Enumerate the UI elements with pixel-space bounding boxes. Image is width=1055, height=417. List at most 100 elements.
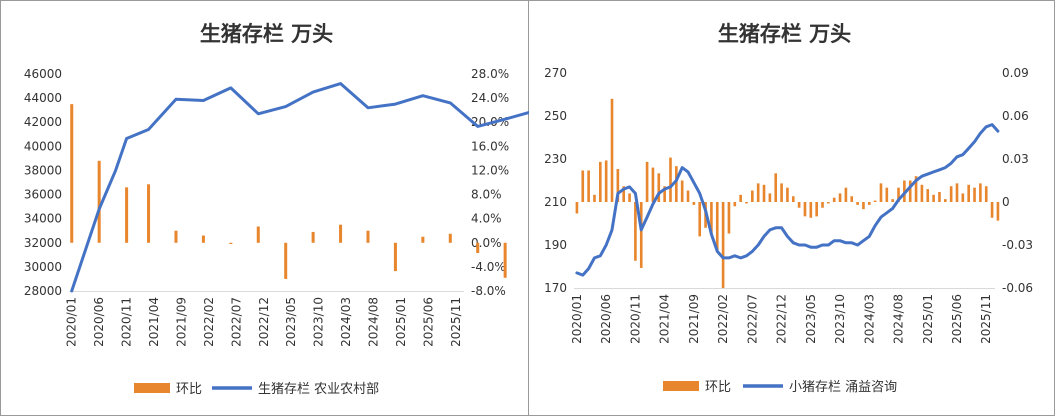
bar-mark (256, 226, 260, 243)
bar-mark (908, 180, 912, 202)
chart-right: 生猪存栏 万头 170 190 210 230 250 270 -0.06 -0.03 0 0.03… (544, 21, 1033, 395)
right-axis-tick-label: 0 (1002, 195, 1010, 209)
bar-mark (581, 170, 585, 202)
bar-mark (593, 194, 596, 202)
left-axis-tick-label: 42000 (24, 115, 62, 129)
bar-mark (366, 230, 370, 243)
x-axis-tick-label: 2021/09 (687, 294, 701, 344)
right-axis-tick-label: 8.0% (471, 188, 502, 202)
bar-mark (879, 183, 883, 202)
bar-mark (229, 242, 233, 244)
x-axis-tick-label: 2022/12 (257, 297, 271, 347)
chart-left: 生猪存栏 万头 28000 30000 32000 34000 36000 38000 400… (24, 21, 530, 397)
bar-mark (990, 202, 994, 218)
bar-mark (645, 161, 649, 202)
x-axis-tick-label: 2022/12 (775, 294, 789, 344)
bar-mark (967, 184, 971, 202)
bar-mark (201, 235, 205, 243)
bar-mark (862, 202, 865, 210)
bar-mark (955, 183, 959, 202)
right-axis-tick-label: -8.0% (471, 284, 506, 298)
right-axis-tick-label: 28.0% (471, 67, 509, 81)
x-axis-tick-label: 2023/10 (312, 297, 326, 347)
bar-mark (751, 190, 754, 202)
right-axis-tick-label: 0.03 (1002, 152, 1029, 166)
left-axis-tick-label: 270 (544, 66, 567, 80)
bar-mark (745, 202, 748, 204)
bar-mark (739, 194, 742, 202)
right-axis-tick-label: 16.0% (471, 139, 509, 153)
bar-mark (838, 193, 842, 202)
x-axis-tick-label: 2024/03 (339, 297, 353, 347)
x-axis-tick-label: 2022/02 (716, 294, 730, 344)
bar-mark (815, 202, 818, 217)
bar-mark (622, 186, 626, 202)
bar-mark (797, 202, 801, 208)
right-axis-tick-label: -0.03 (1002, 238, 1033, 252)
bar-mark (756, 183, 760, 202)
x-axis-tick-label: 2022/07 (229, 297, 243, 347)
bar-mark (891, 199, 894, 202)
bar-mark (575, 202, 579, 214)
bar-mark (710, 202, 713, 235)
chart-title: 生猪存栏 万头 (200, 21, 333, 46)
bar-mark (926, 189, 930, 202)
x-axis-tick-label: 2024/03 (862, 294, 876, 344)
left-axis-tick-label: 38000 (24, 163, 62, 177)
bar-mark (786, 187, 789, 202)
x-axis-tick-label: 2024/08 (366, 297, 380, 347)
right-axis-tick-label: 0.0% (471, 236, 502, 250)
left-axis-tick-label: 34000 (24, 212, 62, 226)
left-axis-tick-label: 250 (544, 109, 567, 123)
bar-mark (832, 197, 836, 202)
chart-panel-right: 生猪存栏 万头 170 190 210 230 250 270 -0.06 -0.03 0 0.03… (529, 0, 1055, 416)
line-series (575, 123, 1000, 277)
bar-mark (311, 231, 315, 243)
bar-mark (949, 186, 953, 202)
bar-mark (984, 186, 988, 202)
left-axis-tick-label: 170 (544, 281, 567, 295)
legend-label-line: 小猪存栏 涌益咨询 (789, 380, 897, 395)
bar-mark (996, 202, 1000, 221)
line-series (70, 82, 530, 293)
bar-mark (715, 202, 719, 253)
bar-mark (147, 184, 151, 243)
bar-mark (284, 242, 288, 279)
bar-mark (920, 184, 924, 202)
x-axis-tick-label: 2025/11 (979, 294, 993, 344)
bar-mark (686, 190, 690, 202)
bar-mark (803, 202, 807, 217)
bar-mark (669, 157, 672, 202)
x-axis-tick-label: 2025/01 (394, 297, 408, 347)
bar-mark (393, 242, 397, 272)
x-axis-tick-label: 2023/05 (284, 297, 298, 347)
bar-mark (827, 202, 830, 204)
x-axis-tick-label: 2020/06 (599, 294, 613, 344)
bar-mark (628, 193, 631, 202)
bar-mark (768, 193, 772, 202)
bar-mark (762, 184, 766, 202)
legend: 环比 生猪存栏 农业农村部 (134, 382, 379, 397)
bar-mark (821, 202, 824, 208)
x-axis-tick-label: 2022/02 (202, 297, 216, 347)
bar-mark (448, 233, 452, 243)
bar-mark (938, 191, 941, 202)
bar-mark (634, 202, 637, 261)
bar-mark (476, 242, 480, 254)
x-axis-tick-label: 2025/06 (421, 297, 435, 347)
legend-label-bar: 环比 (176, 382, 202, 397)
bar-mark (616, 169, 620, 202)
bar-mark (692, 202, 696, 205)
bar-mark (733, 202, 737, 207)
bar-mark (587, 170, 590, 202)
x-axis-tick-label: 2025/06 (950, 294, 964, 344)
bar-mark (844, 187, 848, 202)
x-axis-tick-label: 2020/01 (65, 297, 79, 347)
bar-mark (721, 202, 725, 288)
bar-mark (698, 202, 702, 237)
legend-swatch-bar (663, 381, 699, 391)
x-axis-tick-label: 2020/11 (120, 297, 134, 347)
bar-mark (850, 196, 854, 202)
right-axis-tick-label: 0.09 (1002, 66, 1029, 80)
x-axis-tick-label: 2020/06 (92, 297, 106, 347)
